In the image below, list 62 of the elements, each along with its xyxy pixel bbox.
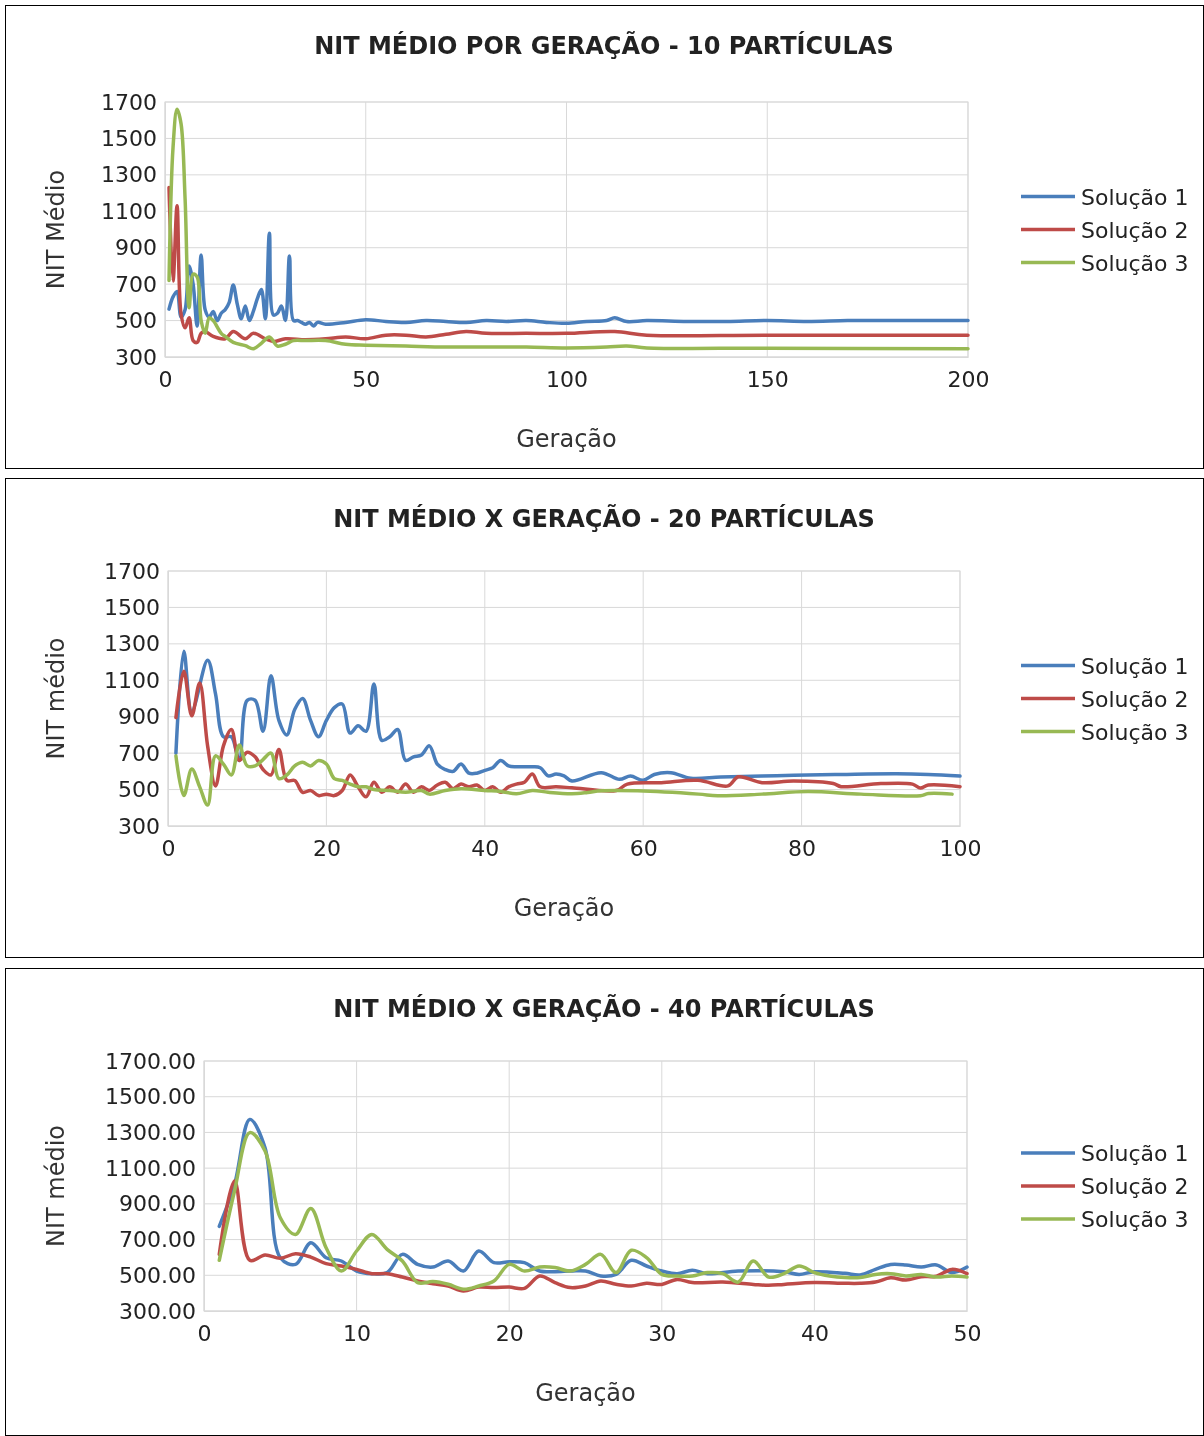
x-tick-label: 50: [352, 366, 381, 392]
legend-label: Solução 1: [1081, 1141, 1189, 1166]
y-axis-title: NIT Médio: [42, 169, 70, 290]
y-tick-label: 900: [118, 704, 160, 730]
legend-label: Solução 1: [1081, 653, 1189, 679]
legend-label: Solução 3: [1081, 719, 1189, 745]
y-tick-label: 1700: [101, 89, 157, 115]
legend-label: Solução 3: [1081, 250, 1189, 276]
chart-title: NIT MÉDIO POR GERAÇÃO - 10 PARTÍCULAS: [314, 31, 894, 60]
legend-label: Solução 1: [1081, 184, 1189, 210]
y-tick-label: 1500: [104, 594, 160, 620]
y-tick-label: 1100: [101, 198, 157, 224]
x-tick-label: 20: [312, 835, 341, 861]
line-series: [174, 743, 954, 807]
x-tick-label: 30: [648, 1320, 677, 1346]
x-axis-title: Geração: [516, 425, 617, 453]
x-tick-label: 50: [953, 1320, 982, 1346]
y-axis-title: NIT médio: [42, 637, 70, 760]
x-tick-label: 100: [939, 835, 982, 861]
y-tick-label: 1300: [104, 631, 160, 657]
y-tick-label: 1500.00: [105, 1084, 196, 1110]
line-series: [167, 231, 970, 328]
y-tick-label: 300: [115, 344, 157, 370]
legend-label: Solução 2: [1081, 686, 1189, 712]
y-tick-label: 500: [115, 308, 157, 334]
chart-title: NIT MÉDIO X GERAÇÃO - 40 PARTÍCULAS: [333, 994, 875, 1023]
chart-title: NIT MÉDIO X GERAÇÃO - 20 PARTÍCULAS: [333, 504, 875, 533]
x-tick-label: 150: [746, 366, 789, 392]
y-tick-label: 900: [115, 235, 157, 261]
y-tick-label: 1300.00: [105, 1119, 196, 1145]
y-tick-label: 1500: [101, 125, 157, 151]
x-tick-label: 0: [161, 835, 176, 861]
y-tick-label: 1700.00: [105, 1048, 196, 1074]
x-tick-label: 80: [788, 835, 817, 861]
x-tick-label: 60: [629, 835, 658, 861]
y-tick-label: 700: [115, 271, 157, 297]
x-tick-label: 10: [343, 1320, 372, 1346]
x-tick-label: 0: [158, 366, 173, 392]
line-series: [167, 107, 970, 351]
x-tick-label: 40: [800, 1320, 829, 1346]
y-tick-label: 1100: [104, 667, 160, 693]
x-tick-label: 40: [471, 835, 500, 861]
y-tick-label: 700: [118, 740, 160, 766]
y-tick-label: 500: [118, 777, 160, 803]
x-tick-label: 100: [546, 366, 588, 392]
y-tick-label: 1100.00: [105, 1155, 196, 1181]
x-tick-label: 0: [197, 1320, 212, 1346]
y-tick-label: 900.00: [119, 1191, 196, 1217]
y-tick-label: 1700: [104, 558, 160, 584]
y-tick-label: 1300: [101, 162, 157, 188]
x-tick-label: 20: [495, 1320, 524, 1346]
x-axis-title: Geração: [513, 894, 615, 922]
legend-label: Solução 2: [1081, 217, 1189, 243]
y-tick-label: 500.00: [119, 1262, 196, 1288]
y-tick-label: 700.00: [119, 1227, 196, 1253]
y-tick-label: 300.00: [119, 1298, 196, 1324]
x-axis-title: Geração: [535, 1379, 636, 1407]
legend-label: Solução 3: [1081, 1207, 1189, 1232]
y-axis-title: NIT médio: [42, 1124, 70, 1248]
x-tick-label: 200: [947, 366, 990, 392]
legend-label: Solução 2: [1081, 1174, 1189, 1199]
y-tick-label: 300: [118, 813, 160, 839]
